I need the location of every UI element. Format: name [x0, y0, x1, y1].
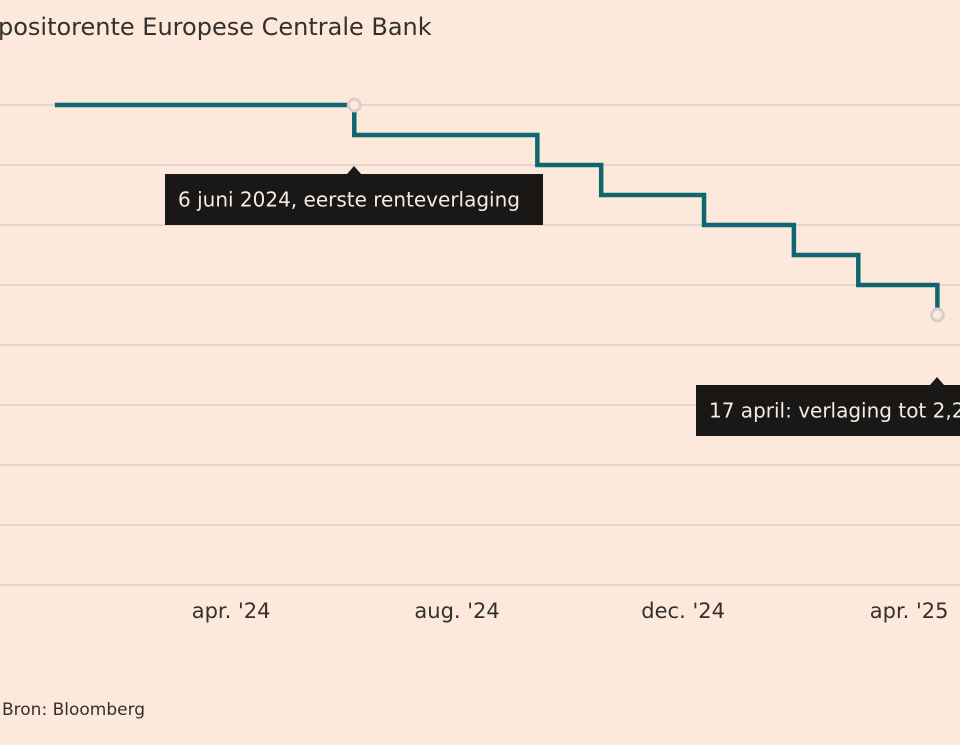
step-line: [54, 102, 940, 315]
annotation-box: [165, 174, 543, 225]
source: Bron: Bloomberg: [2, 700, 145, 720]
annotation-text: 6 juni 2024, eerste renteverlaging: [178, 188, 520, 212]
x-tick-label: apr. '25: [870, 599, 949, 623]
chart-title: positorente Europese Centrale Bank: [0, 13, 432, 41]
x-tick-label: aug. '24: [414, 599, 499, 623]
x-tick-label: apr. '24: [192, 599, 271, 623]
x-tick-label: dec. '24: [641, 599, 725, 623]
annotation-text: 17 april: verlaging tot 2,2: [709, 399, 960, 423]
annotation-pointer: [347, 166, 361, 174]
annotation-pointer: [930, 377, 944, 385]
annotation-marker: [929, 307, 945, 323]
annotation-marker: [346, 97, 362, 113]
annotation-box: [696, 385, 960, 436]
